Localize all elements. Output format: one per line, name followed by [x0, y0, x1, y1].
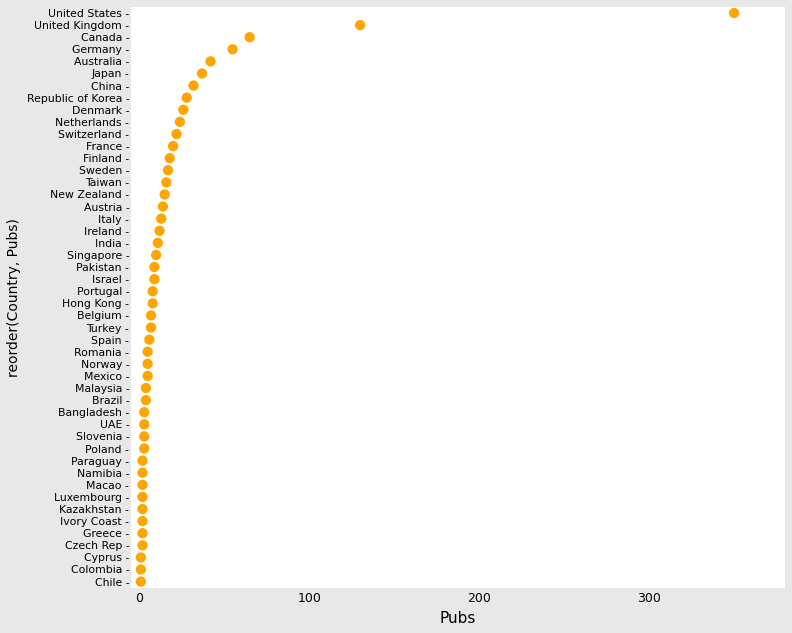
Bar: [131, 189, 785, 201]
Point: [160, 177, 173, 187]
Bar: [131, 430, 785, 442]
Bar: [131, 140, 785, 152]
Bar: [131, 7, 785, 19]
Point: [138, 431, 150, 441]
Point: [139, 395, 152, 405]
Bar: [131, 92, 785, 104]
Point: [136, 504, 149, 514]
Bar: [131, 152, 785, 164]
Point: [135, 577, 147, 587]
Point: [181, 92, 193, 103]
Bar: [131, 80, 785, 92]
Bar: [131, 539, 785, 551]
Point: [147, 298, 159, 308]
Bar: [131, 491, 785, 503]
Point: [162, 165, 174, 175]
Point: [141, 347, 154, 357]
Point: [196, 68, 208, 78]
Point: [153, 226, 166, 236]
Bar: [131, 467, 785, 479]
X-axis label: Pubs: Pubs: [440, 611, 476, 626]
Point: [136, 540, 149, 550]
Bar: [131, 358, 785, 370]
Bar: [131, 370, 785, 382]
Bar: [131, 177, 785, 189]
Bar: [131, 55, 785, 68]
Point: [204, 56, 217, 66]
Bar: [131, 406, 785, 418]
Bar: [131, 164, 785, 177]
Bar: [131, 454, 785, 467]
Point: [147, 286, 159, 296]
Bar: [131, 503, 785, 515]
Point: [135, 565, 147, 575]
Bar: [131, 382, 785, 394]
Point: [145, 322, 158, 332]
Point: [145, 310, 158, 320]
Bar: [131, 31, 785, 43]
Bar: [131, 116, 785, 128]
Point: [136, 468, 149, 478]
Point: [167, 141, 180, 151]
Point: [135, 553, 147, 563]
Point: [138, 407, 150, 417]
Point: [138, 444, 150, 454]
Bar: [131, 19, 785, 31]
Bar: [131, 394, 785, 406]
Point: [143, 335, 156, 345]
Point: [141, 359, 154, 369]
Bar: [131, 104, 785, 116]
Point: [243, 32, 256, 42]
Bar: [131, 418, 785, 430]
Point: [136, 492, 149, 502]
Point: [148, 274, 161, 284]
Point: [177, 104, 189, 115]
Point: [187, 80, 200, 91]
Point: [139, 383, 152, 393]
Point: [150, 250, 162, 260]
Point: [151, 238, 164, 248]
Bar: [131, 442, 785, 454]
Point: [158, 189, 171, 199]
Bar: [131, 515, 785, 527]
Bar: [131, 237, 785, 249]
Bar: [131, 298, 785, 310]
Y-axis label: reorder(Country, Pubs): reorder(Country, Pubs): [7, 218, 21, 377]
Bar: [131, 261, 785, 273]
Point: [136, 480, 149, 490]
Bar: [131, 68, 785, 80]
Point: [163, 153, 176, 163]
Bar: [131, 575, 785, 587]
Bar: [131, 273, 785, 285]
Point: [227, 44, 239, 54]
Bar: [131, 43, 785, 55]
Bar: [131, 563, 785, 575]
Point: [728, 8, 741, 18]
Point: [155, 213, 168, 223]
Point: [136, 516, 149, 526]
Bar: [131, 551, 785, 563]
Bar: [131, 334, 785, 346]
Point: [138, 419, 150, 429]
Bar: [131, 213, 785, 225]
Bar: [131, 527, 785, 539]
Bar: [131, 285, 785, 298]
Point: [354, 20, 367, 30]
Point: [170, 129, 183, 139]
Point: [173, 117, 186, 127]
Bar: [131, 225, 785, 237]
Bar: [131, 201, 785, 213]
Point: [141, 371, 154, 381]
Point: [136, 528, 149, 538]
Bar: [131, 249, 785, 261]
Bar: [131, 128, 785, 140]
Point: [157, 201, 169, 211]
Bar: [131, 310, 785, 322]
Bar: [131, 479, 785, 491]
Bar: [131, 346, 785, 358]
Bar: [131, 322, 785, 334]
Point: [148, 262, 161, 272]
Point: [136, 456, 149, 466]
